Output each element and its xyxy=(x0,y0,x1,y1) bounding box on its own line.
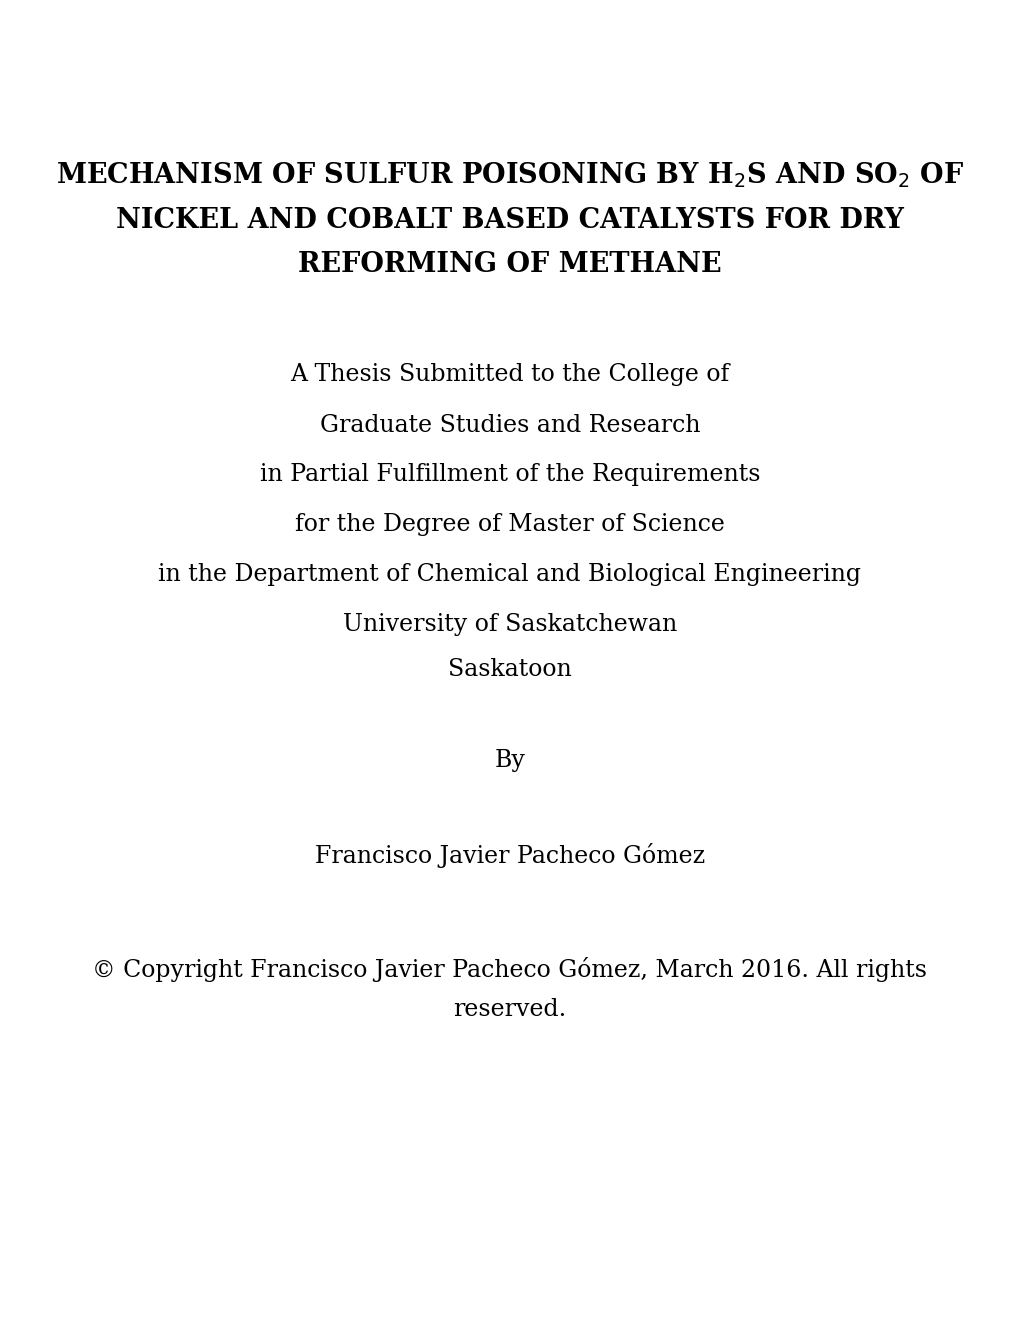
Text: Saskatoon: Saskatoon xyxy=(447,659,572,681)
Text: University of Saskatchewan: University of Saskatchewan xyxy=(342,614,677,636)
Text: NICKEL AND COBALT BASED CATALYSTS FOR DRY: NICKEL AND COBALT BASED CATALYSTS FOR DR… xyxy=(116,206,903,234)
Text: in the Department of Chemical and Biological Engineering: in the Department of Chemical and Biolog… xyxy=(158,564,861,586)
Text: MECHANISM OF SULFUR POISONING BY H$_2$S AND SO$_2$ OF: MECHANISM OF SULFUR POISONING BY H$_2$S … xyxy=(56,160,963,190)
Text: reserved.: reserved. xyxy=(452,998,567,1022)
Text: REFORMING OF METHANE: REFORMING OF METHANE xyxy=(298,252,721,279)
Text: Francisco Javier Pacheco Gómez: Francisco Javier Pacheco Gómez xyxy=(315,842,704,867)
Text: in Partial Fulfillment of the Requirements: in Partial Fulfillment of the Requiremen… xyxy=(260,463,759,487)
Text: By: By xyxy=(494,748,525,771)
Text: Graduate Studies and Research: Graduate Studies and Research xyxy=(319,413,700,437)
Text: for the Degree of Master of Science: for the Degree of Master of Science xyxy=(294,513,725,536)
Text: A Thesis Submitted to the College of: A Thesis Submitted to the College of xyxy=(290,363,729,387)
Text: © Copyright Francisco Javier Pacheco Gómez, March 2016. All rights: © Copyright Francisco Javier Pacheco Góm… xyxy=(93,957,926,982)
